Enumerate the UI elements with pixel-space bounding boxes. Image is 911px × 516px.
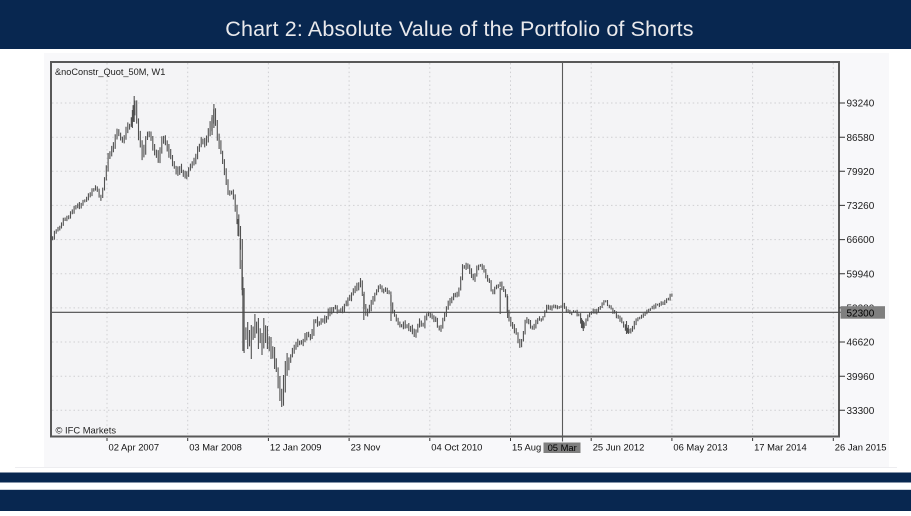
svg-text:&noConstr_Quot_50M, W1: &noConstr_Quot_50M, W1 <box>55 67 165 77</box>
svg-text:15 Aug: 15 Aug <box>512 442 541 453</box>
svg-text:02 Apr 2007: 02 Apr 2007 <box>109 442 160 453</box>
svg-text:Chart 2: Absolute Value of the: Chart 2: Absolute Value of the Portfolio… <box>225 17 693 41</box>
svg-text:06 May 2013: 06 May 2013 <box>673 442 727 453</box>
svg-text:17 Mar 2014: 17 Mar 2014 <box>754 442 807 453</box>
svg-text:39960: 39960 <box>847 372 875 383</box>
svg-text:52300: 52300 <box>847 308 875 319</box>
svg-text:05 Mar: 05 Mar <box>548 442 577 453</box>
svg-text:12 Jan 2009: 12 Jan 2009 <box>270 442 322 453</box>
svg-text:59940: 59940 <box>847 269 875 280</box>
svg-text:86580: 86580 <box>847 133 875 144</box>
svg-text:73260: 73260 <box>847 201 875 212</box>
svg-text:66600: 66600 <box>847 235 875 246</box>
svg-text:03 Mar 2008: 03 Mar 2008 <box>189 442 242 453</box>
svg-text:46620: 46620 <box>847 338 875 349</box>
svg-text:25 Jun 2012: 25 Jun 2012 <box>593 442 645 453</box>
svg-text:79920: 79920 <box>847 167 875 178</box>
svg-text:93240: 93240 <box>847 99 875 110</box>
svg-text:23 Nov: 23 Nov <box>351 442 381 453</box>
svg-text:04 Oct 2010: 04 Oct 2010 <box>431 442 482 453</box>
svg-text:© IFC Markets: © IFC Markets <box>56 425 117 436</box>
svg-text:26 Jan 2015: 26 Jan 2015 <box>835 442 887 453</box>
svg-text:33300: 33300 <box>847 406 875 417</box>
